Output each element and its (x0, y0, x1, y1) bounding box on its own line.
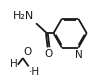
Text: N: N (75, 50, 83, 60)
Text: O: O (44, 49, 53, 59)
Text: ·H: ·H (29, 67, 40, 77)
Text: H₂N: H₂N (13, 11, 34, 21)
Text: O: O (23, 47, 31, 57)
Text: H: H (10, 59, 17, 69)
